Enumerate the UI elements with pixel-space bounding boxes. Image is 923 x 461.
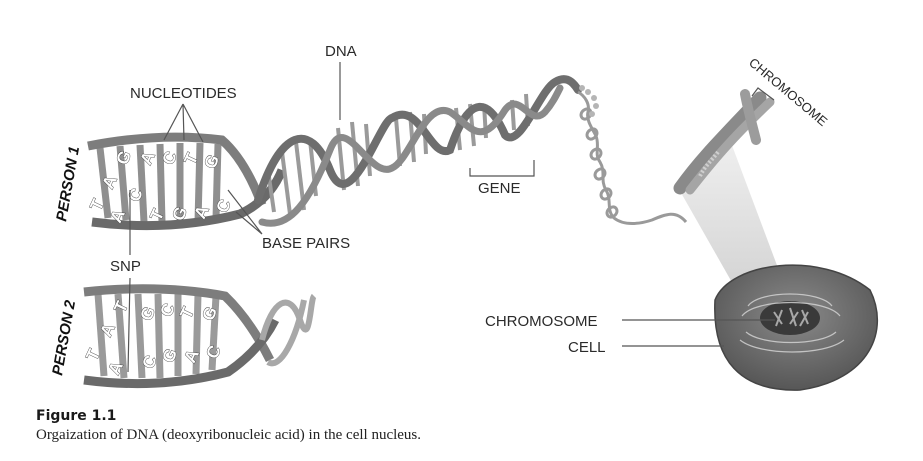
dna-double-helix — [254, 75, 582, 227]
snp-label: SNP — [110, 258, 141, 275]
cell-label: CELL — [568, 339, 606, 356]
gene-bracket — [469, 160, 535, 177]
gene-label: GENE — [478, 180, 521, 197]
cell-nucleus — [760, 301, 820, 335]
person1-top-bases: T A G A C T G — [86, 147, 224, 214]
base-pairs-leader — [227, 189, 263, 235]
helix-strand-b — [258, 84, 564, 227]
cell — [714, 264, 878, 391]
chromatin-coil — [577, 90, 688, 225]
magnification-beam — [676, 140, 790, 300]
person1-base-top-3: G — [112, 148, 135, 168]
person2-label: PERSON 2 — [49, 298, 79, 376]
figure-caption-text: Orgaization of DNA (deoxyribonucleic aci… — [36, 427, 422, 443]
figure-number: Figure 1.1 — [36, 408, 117, 424]
person1-label: PERSON 1 — [53, 145, 83, 223]
chromosome-bracket — [751, 87, 775, 101]
chromosome-cell-label: CHROMOSOME — [485, 313, 598, 330]
person2-dna-ladder — [83, 284, 317, 389]
leader-lines — [127, 62, 775, 373]
nucleotides-leader — [163, 103, 204, 143]
person2-top-strand — [83, 284, 275, 363]
snp-leader — [127, 190, 131, 373]
chromosome-x — [673, 89, 775, 195]
person2-base-bottom-5: C — [202, 343, 224, 362]
nucleotides-label: NUCLEOTIDES — [130, 85, 237, 102]
dna-label: DNA — [325, 43, 357, 60]
person2-helix-tail — [259, 293, 317, 367]
chromatin-dots — [579, 85, 599, 117]
base-pairs-label: BASE PAIRS — [262, 235, 350, 252]
person1-top-strand — [87, 132, 267, 207]
person2-bottom-strand — [83, 317, 280, 389]
nucleus-chromosomes — [773, 307, 809, 327]
figure-caption: Figure 1.1 Orgaization of DNA (deoxyribo… — [36, 407, 896, 445]
person1-rungs — [96, 142, 222, 223]
